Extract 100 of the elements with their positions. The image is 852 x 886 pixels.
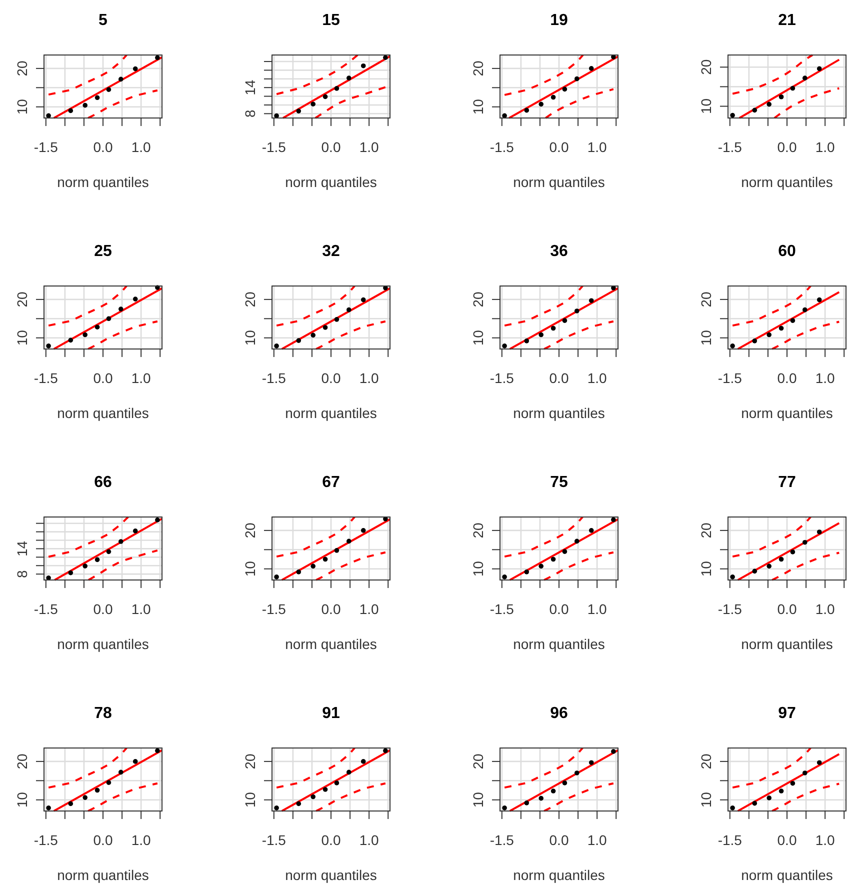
x-axis-title: norm quantiles xyxy=(513,405,605,421)
line-series xyxy=(315,551,386,581)
x-tick-label: 0.0 xyxy=(549,370,569,386)
point xyxy=(550,556,556,562)
x-tick-label: -1.5 xyxy=(490,832,514,848)
point xyxy=(68,801,74,806)
y-tick-label: 10 xyxy=(470,330,486,346)
chart-title: 77 xyxy=(778,474,796,491)
point xyxy=(802,770,808,776)
y-tick-label: 20 xyxy=(14,60,30,76)
y-tick-label: 14 xyxy=(242,80,258,96)
point xyxy=(310,564,316,569)
point xyxy=(346,76,352,80)
point xyxy=(550,94,556,100)
point xyxy=(106,549,112,554)
point xyxy=(155,55,160,60)
line-series xyxy=(87,89,158,119)
x-axis-title: norm quantiles xyxy=(513,636,605,652)
x-tick-label: -1.5 xyxy=(34,601,58,617)
point xyxy=(502,344,507,348)
x-tick-label: 1.0 xyxy=(587,832,608,848)
point xyxy=(816,530,822,534)
point xyxy=(274,344,279,348)
point xyxy=(730,112,735,118)
point xyxy=(94,788,100,793)
x-tick-label: -1.5 xyxy=(718,832,742,848)
y-tick-label: 10 xyxy=(14,330,30,346)
y-tick-label: 20 xyxy=(14,291,30,308)
x-tick-label: 1.0 xyxy=(131,370,152,386)
point xyxy=(346,307,352,312)
x-tick-label: 1.0 xyxy=(359,139,380,155)
point xyxy=(562,780,568,786)
line-series xyxy=(504,747,584,789)
line-series xyxy=(276,285,356,327)
y-tick-label: 10 xyxy=(698,330,714,346)
y-tick-label: 20 xyxy=(242,522,258,538)
chart-title: 75 xyxy=(550,474,568,491)
x-tick-label: 0.0 xyxy=(93,139,113,155)
point xyxy=(82,795,88,800)
x-tick-label: 0.0 xyxy=(93,832,113,848)
x-tick-label: 0.0 xyxy=(321,832,341,848)
point xyxy=(574,308,580,314)
line-series xyxy=(732,747,812,789)
y-tick-label: 10 xyxy=(470,560,486,577)
point xyxy=(562,86,568,92)
point xyxy=(82,564,88,568)
y-tick-label: 10 xyxy=(242,330,258,346)
line-series xyxy=(732,285,812,327)
line-series xyxy=(543,782,614,812)
point xyxy=(730,806,735,810)
y-tick-label: 20 xyxy=(242,753,258,770)
x-tick-label: 1.0 xyxy=(587,601,608,617)
line-series xyxy=(771,552,840,581)
x-axis-title: norm quantiles xyxy=(57,636,149,652)
point xyxy=(46,344,51,348)
chart-title: 67 xyxy=(322,474,340,491)
x-tick-label: 0.0 xyxy=(321,139,341,155)
chart-title: 60 xyxy=(778,243,796,260)
chart-title: 91 xyxy=(322,705,340,722)
y-tick-label: 20 xyxy=(470,291,486,308)
x-tick-label: -1.5 xyxy=(718,370,742,386)
x-axis-title: norm quantiles xyxy=(57,174,149,190)
y-tick-label: 10 xyxy=(698,792,714,808)
point xyxy=(802,307,808,312)
x-tick-label: -1.5 xyxy=(262,601,286,617)
x-tick-label: -1.5 xyxy=(34,139,58,155)
y-tick-label: 20 xyxy=(698,522,714,538)
point xyxy=(538,332,544,338)
line-series xyxy=(87,320,158,350)
x-tick-label: -1.5 xyxy=(490,601,514,617)
x-axis-title: norm quantiles xyxy=(741,174,833,190)
point xyxy=(68,338,74,343)
line-series xyxy=(314,86,386,119)
point xyxy=(322,325,328,330)
line-series xyxy=(48,285,128,327)
point xyxy=(790,550,796,554)
x-tick-label: 0.0 xyxy=(777,139,797,155)
point xyxy=(322,94,328,100)
point xyxy=(802,540,808,545)
line-series xyxy=(732,516,812,558)
x-tick-label: 0.0 xyxy=(93,601,113,617)
line-series xyxy=(48,747,128,789)
point xyxy=(538,102,544,107)
x-tick-label: 0.0 xyxy=(93,370,113,386)
y-tick-label: 20 xyxy=(470,60,486,76)
y-tick-label: 10 xyxy=(698,560,714,577)
chart-title: 25 xyxy=(94,243,112,260)
point xyxy=(766,796,772,800)
point xyxy=(132,528,138,534)
point xyxy=(82,332,88,338)
point xyxy=(322,556,328,562)
x-axis-title: norm quantiles xyxy=(741,636,833,652)
point xyxy=(118,306,124,312)
x-tick-label: -1.5 xyxy=(718,601,742,617)
y-tick-label: 20 xyxy=(698,753,714,770)
y-tick-label: 20 xyxy=(470,753,486,770)
point xyxy=(383,748,388,754)
point xyxy=(588,528,594,533)
point xyxy=(155,748,160,754)
x-axis-title: norm quantiles xyxy=(285,405,377,421)
